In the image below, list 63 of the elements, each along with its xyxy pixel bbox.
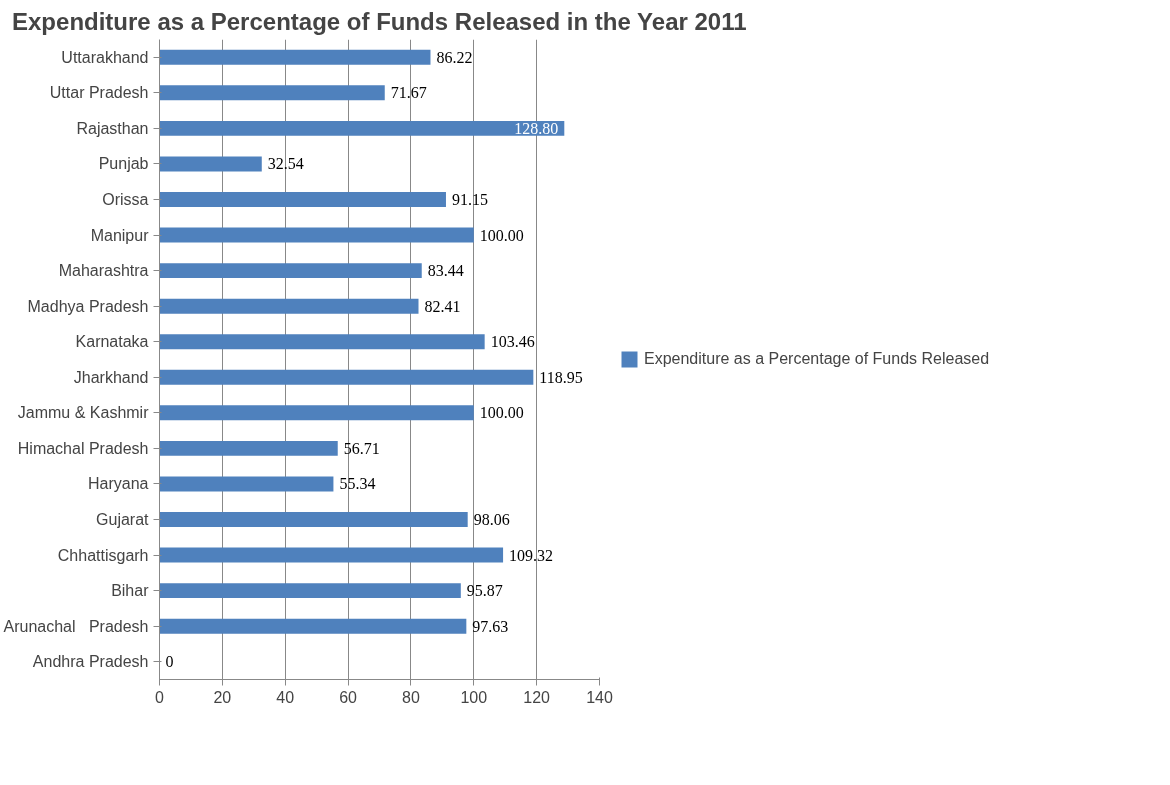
bar	[159, 49, 431, 65]
bar	[159, 334, 485, 350]
y-tick-label: Andhra Pradesh	[32, 653, 149, 671]
y-tick-label: Orissa	[102, 191, 149, 208]
y-tick-label: Punjab	[98, 155, 149, 173]
x-tick-label: 40	[276, 688, 295, 706]
bar	[159, 440, 338, 456]
bar	[159, 298, 419, 314]
data-label: 32.54	[267, 155, 304, 173]
x-tick-label: 0	[155, 688, 165, 706]
bar	[159, 263, 422, 279]
bar	[159, 583, 461, 599]
data-label: 95.87	[466, 582, 503, 600]
x-tick-label: 100	[460, 688, 488, 706]
bar	[159, 156, 262, 172]
data-label: 55.34	[339, 475, 376, 493]
data-label: 71.67	[390, 84, 427, 102]
bar	[159, 120, 565, 136]
y-tick-label: Gujarat	[96, 511, 150, 528]
data-label: 86.22	[436, 48, 473, 66]
data-label: 83.44	[427, 262, 464, 280]
data-label: 98.06	[473, 511, 510, 528]
bar	[159, 369, 534, 385]
y-tick-label: Arunachal Pradesh	[3, 617, 149, 635]
bar	[159, 476, 334, 492]
x-tick-label: 140	[586, 688, 613, 706]
y-tick-label: Jharkhand	[73, 368, 149, 386]
y-tick-label: Bihar	[111, 582, 150, 600]
bar	[159, 512, 468, 527]
data-label: 56.71	[343, 439, 380, 457]
y-tick-label: Chhattisgarh	[57, 546, 149, 564]
data-label: 109.32	[509, 546, 554, 564]
y-tick-label: Madhya Pradesh	[27, 297, 149, 315]
bar	[159, 618, 467, 634]
data-label: 100.00	[479, 226, 524, 244]
y-tick-label: Jammu & Kashmir	[17, 404, 150, 422]
bar	[159, 547, 504, 563]
chart-title: Expenditure as a Percentage of Funds Released in the Year 2011	[12, 7, 747, 35]
data-label: 0	[165, 653, 174, 671]
x-tick-label: 120	[523, 688, 551, 706]
x-tick-label: 60	[339, 688, 358, 706]
y-tick-label: Uttarakhand	[61, 48, 149, 66]
y-tick-label: Manipur	[90, 226, 150, 244]
data-label: 82.41	[424, 297, 461, 315]
data-label: 103.46	[490, 333, 535, 351]
data-label: 100.00	[479, 404, 524, 422]
data-label: 118.95	[539, 368, 583, 386]
data-label: 97.63	[472, 617, 509, 635]
legend-label: Expenditure as a Percentage of Funds Released	[644, 350, 990, 368]
data-label: 128.80	[514, 119, 559, 137]
x-tick-label: 20	[213, 688, 232, 706]
bar	[159, 405, 474, 421]
bar	[159, 192, 446, 207]
data-label: 91.15	[451, 191, 488, 208]
y-tick-label: Rajasthan	[76, 119, 149, 137]
bar	[159, 227, 474, 243]
y-tick-label: Haryana	[88, 475, 149, 493]
bar	[159, 85, 385, 101]
x-tick-label: 80	[402, 688, 420, 706]
y-tick-label: Maharashtra	[58, 262, 149, 280]
y-tick-label: Himachal Pradesh	[17, 439, 149, 457]
y-tick-label: Karnataka	[75, 333, 149, 351]
y-tick-label: Uttar Pradesh	[49, 84, 149, 102]
